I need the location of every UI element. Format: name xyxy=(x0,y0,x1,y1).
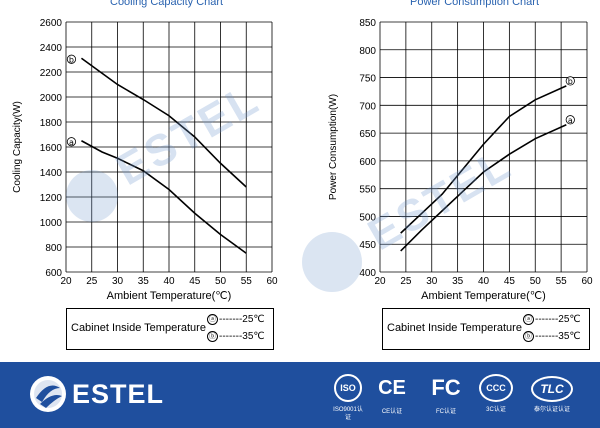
legend-entry-a: ⓐ -------25℃ xyxy=(523,314,581,325)
y-tick-label: 600 xyxy=(45,268,62,279)
x-tick-label: 60 xyxy=(266,276,278,287)
y-tick-label: 650 xyxy=(359,129,376,140)
series-line xyxy=(400,124,567,252)
cert-iso: ISO ISO9001认证 xyxy=(333,374,363,422)
legend-box-right: Cabinet Inside Temperature ⓐ -------25℃ ⓑ… xyxy=(382,308,590,350)
iso-icon: ISO xyxy=(334,374,362,402)
y-tick-label: 750 xyxy=(359,74,376,85)
y-tick-label: 2600 xyxy=(40,18,63,29)
legend-entry-b: ⓑ -------35℃ xyxy=(523,331,581,342)
cert-caption: CE认证 xyxy=(381,409,403,415)
x-tick-label: 20 xyxy=(374,276,386,287)
series-label: a xyxy=(69,138,74,147)
cert-caption: 3C认证 xyxy=(486,407,506,413)
series-marker xyxy=(565,115,575,125)
x-tick-label: 25 xyxy=(400,276,412,287)
legend-entry-text: -------35℃ xyxy=(219,331,265,343)
x-tick-label: 60 xyxy=(581,276,593,287)
cert-tlc: TLC 泰尔认证认证 xyxy=(528,374,576,414)
y-tick-label: 1800 xyxy=(40,118,63,129)
legend-marker-a: ⓐ xyxy=(207,314,218,325)
footer-bar: ESTEL ISO ISO9001认证 CE CE认证 FC FC认证 CCC … xyxy=(0,362,600,428)
series-label: b xyxy=(69,55,74,64)
y-tick-label: 500 xyxy=(359,212,376,223)
cert-ccc: CCC 3C认证 xyxy=(478,374,514,414)
series-line xyxy=(81,140,247,254)
chart-title-power: Power Consumption Chart xyxy=(410,0,540,8)
y-tick-label: 2000 xyxy=(40,93,63,104)
tlc-icon: TLC xyxy=(531,376,573,402)
x-tick-label: 40 xyxy=(163,276,175,287)
y-tick-label: 1400 xyxy=(40,168,63,179)
cert-fc: FC FC认证 xyxy=(426,374,466,416)
y-tick-label: 800 xyxy=(45,243,62,254)
x-tick-label: 55 xyxy=(556,276,568,287)
y-tick-label: 700 xyxy=(359,101,376,112)
y-tick-label: 550 xyxy=(359,185,376,196)
fc-icon: FC xyxy=(431,375,461,400)
x-tick-label: 30 xyxy=(426,276,438,287)
x-axis-label: Ambient Temperature(℃) xyxy=(421,290,546,302)
y-tick-label: 600 xyxy=(359,157,376,168)
x-tick-label: 50 xyxy=(215,276,227,287)
legend-entry-b: ⓑ -------35℃ xyxy=(207,331,265,342)
legend-entry-a: ⓐ -------25℃ xyxy=(207,314,265,325)
series-marker xyxy=(66,54,77,64)
cert-ce: CE CE认证 xyxy=(373,374,411,416)
y-tick-label: 800 xyxy=(359,46,376,57)
legend-marker-b: ⓑ xyxy=(523,331,534,342)
series-marker xyxy=(565,76,575,86)
cert-caption: ISO9001认证 xyxy=(333,407,363,421)
y-tick-label: 2400 xyxy=(40,43,63,54)
cooling-capacity-chart: 20 25 30 35 40 45 50 55 60 600 800 1000 1200 1400 1600… xyxy=(12,18,278,302)
y-tick-label: 1600 xyxy=(40,143,63,154)
x-tick-label: 35 xyxy=(138,276,150,287)
y-axis-label: Cooling Capacity(W) xyxy=(12,101,23,193)
x-tick-label: 45 xyxy=(189,276,201,287)
power-consumption-chart: 20 25 30 35 40 45 50 55 60 400 450 500 550 600 650 700 7… xyxy=(328,18,593,302)
cert-caption: 泰尔认证认证 xyxy=(533,407,570,413)
x-tick-label: 35 xyxy=(452,276,464,287)
ccc-icon: CCC xyxy=(479,374,513,402)
series-line xyxy=(80,57,247,188)
legend-entry-text: -------35℃ xyxy=(535,331,581,343)
legend-entry-text: -------25℃ xyxy=(535,314,581,326)
y-axis-label: Power Consumption(W) xyxy=(328,94,339,200)
ce-icon: CE xyxy=(378,377,406,399)
x-tick-label: 55 xyxy=(241,276,253,287)
legend-title: Cabinet Inside Temperature xyxy=(71,322,206,334)
series-label: b xyxy=(568,77,573,86)
y-tick-label: 1200 xyxy=(40,193,63,204)
x-axis-label: Ambient Temperature(℃) xyxy=(107,290,232,302)
legend-entry-text: -------25℃ xyxy=(219,314,265,326)
y-tick-label: 1000 xyxy=(40,218,63,229)
x-tick-label: 40 xyxy=(478,276,490,287)
series-line xyxy=(400,85,567,234)
x-tick-label: 20 xyxy=(60,276,72,287)
series-label: a xyxy=(568,116,573,125)
brand-name: ESTEL xyxy=(72,379,165,409)
chart-title-cooling: Cooling Capacity Chart xyxy=(110,0,224,8)
legend-title: Cabinet Inside Temperature xyxy=(387,322,522,334)
series-marker xyxy=(66,137,77,147)
y-tick-label: 400 xyxy=(359,268,376,279)
legend-box-left: Cabinet Inside Temperature ⓐ -------25℃ ⓑ… xyxy=(66,308,274,350)
y-tick-label: 450 xyxy=(359,240,376,251)
x-tick-label: 25 xyxy=(86,276,98,287)
legend-marker-a: ⓐ xyxy=(523,314,534,325)
x-tick-label: 30 xyxy=(112,276,124,287)
cert-caption: FC认证 xyxy=(436,409,456,415)
y-tick-label: 2200 xyxy=(40,68,63,79)
brand-logo-icon xyxy=(30,376,66,412)
legend-marker-b: ⓑ xyxy=(207,331,218,342)
y-tick-label: 850 xyxy=(359,18,376,29)
x-tick-label: 45 xyxy=(504,276,516,287)
x-tick-label: 50 xyxy=(530,276,542,287)
